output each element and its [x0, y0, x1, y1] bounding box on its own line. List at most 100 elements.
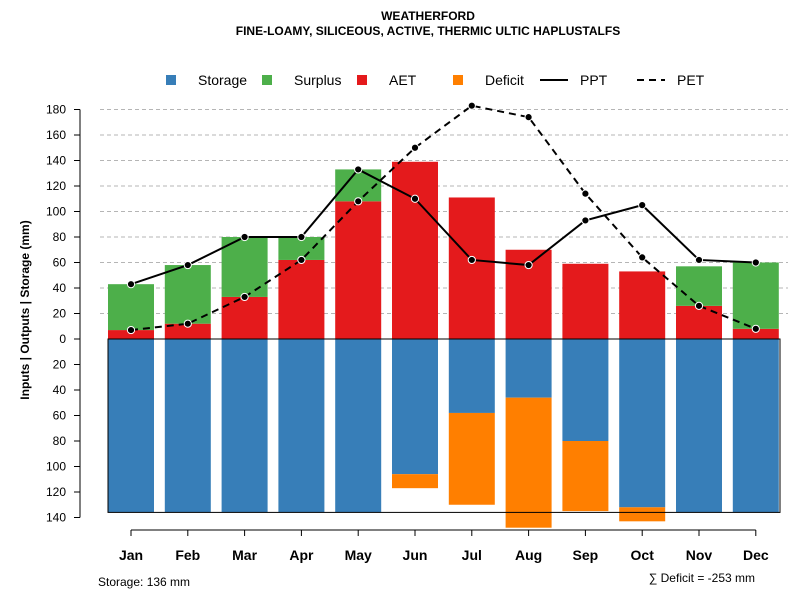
bars — [108, 161, 779, 528]
point-pet-jul — [467, 101, 476, 110]
bar-storage-jul — [448, 339, 495, 413]
y-tick-label: 100 — [46, 460, 66, 474]
point-ppt-jul — [467, 255, 476, 265]
bar-aet-jan — [108, 330, 154, 339]
deficit-note: ∑ Deficit = -253 mm — [649, 571, 755, 585]
bar-aet-mar — [221, 296, 268, 339]
bar-storage-dec — [732, 339, 779, 513]
x-tick-label-oct: Oct — [631, 547, 655, 563]
point-ppt-oct — [638, 201, 647, 210]
legend-swatch-surplus — [262, 75, 272, 85]
y-tick-label: 100 — [46, 205, 66, 219]
point-pet-apr — [297, 255, 306, 265]
point-pet-jun — [410, 143, 420, 152]
point-pet-feb — [183, 319, 192, 328]
chart-subtitle: FINE-LOAMY, SILICEOUS, ACTIVE, THERMIC U… — [236, 24, 620, 38]
point-ppt-nov — [694, 255, 704, 265]
x-tick-label-sep: Sep — [573, 547, 599, 563]
gridlines — [100, 109, 788, 314]
x-tick-label-apr: Apr — [289, 547, 314, 563]
point-ppt-sep — [581, 216, 590, 225]
y-tick-label: 20 — [53, 307, 67, 321]
point-ppt-mar — [240, 232, 249, 242]
point-pet-aug — [524, 113, 533, 122]
point-ppt-jun — [410, 194, 420, 203]
legend-label-aet: AET — [389, 72, 417, 88]
bar-aet-oct — [619, 271, 666, 339]
bar-deficit-oct — [619, 507, 666, 522]
bar-aet-jun — [392, 161, 438, 339]
legend-label-deficit: Deficit — [485, 72, 524, 88]
bar-surplus-feb — [164, 265, 211, 324]
bar-deficit-jun — [392, 474, 438, 489]
storage-note: Storage: 136 mm — [98, 575, 190, 589]
bar-storage-may — [335, 339, 382, 513]
y-tick-label: 120 — [46, 485, 66, 499]
x-tick-label-jan: Jan — [119, 547, 143, 563]
bar-storage-mar — [221, 339, 268, 513]
bar-aet-jul — [448, 197, 495, 339]
bar-deficit-aug — [505, 397, 552, 528]
x-tick-label-dec: Dec — [743, 547, 769, 563]
bar-storage-oct — [619, 339, 666, 508]
bar-surplus-may — [335, 169, 382, 202]
point-ppt-feb — [183, 260, 192, 270]
x-tick-label-jul: Jul — [462, 547, 482, 563]
point-pet-sep — [581, 189, 590, 198]
point-pet-jan — [126, 325, 136, 335]
y-tick-label: 40 — [53, 281, 67, 295]
lines — [126, 101, 760, 335]
point-ppt-aug — [524, 260, 533, 270]
y-tick-label: 140 — [46, 511, 66, 525]
y-tick-label: 80 — [53, 434, 67, 448]
y-tick-label: 0 — [59, 332, 66, 346]
bar-aet-nov — [676, 305, 722, 339]
bar-storage-aug — [505, 339, 552, 398]
y-tick-label: 40 — [53, 383, 67, 397]
legend-swatch-storage — [166, 75, 176, 85]
point-ppt-apr — [297, 232, 306, 242]
point-pet-mar — [240, 292, 249, 302]
x-axis: Jan Feb Mar Apr May Jun Jul Aug Sep Oct Nov Dec — [119, 529, 769, 563]
bar-storage-nov — [676, 339, 722, 513]
bar-aet-apr — [278, 259, 325, 339]
legend-label-surplus: Surplus — [294, 72, 341, 88]
bar-storage-sep — [562, 339, 609, 441]
bar-storage-feb — [164, 339, 211, 513]
bar-storage-jan — [108, 339, 154, 513]
y-tick-label: 120 — [46, 179, 66, 193]
x-tick-label-mar: Mar — [232, 547, 257, 563]
line-pet — [130, 104, 757, 332]
bar-surplus-apr — [278, 237, 325, 260]
bar-aet-sep — [562, 263, 609, 339]
line-ppt — [130, 168, 756, 286]
x-tick-label-may: May — [345, 547, 372, 563]
bar-aet-may — [335, 201, 382, 339]
y-axis: 180 160 140 120 100 80 60 40 20 0 20 40 60 80 100 120 14… — [46, 103, 81, 525]
bar-storage-jun — [392, 339, 438, 475]
legend-swatch-deficit — [453, 75, 463, 85]
legend-label-pet: PET — [677, 72, 705, 88]
point-pet-oct — [638, 253, 647, 262]
axes-frame — [107, 338, 781, 513]
bar-surplus-jan — [108, 284, 154, 331]
y-tick-label: 20 — [53, 358, 67, 372]
y-axis-label: Inputs | Outputs | Storage (mm) — [18, 220, 32, 399]
chart-title: WEATHERFORD — [381, 9, 475, 23]
bar-aet-dec — [732, 328, 779, 339]
x-tick-label-aug: Aug — [515, 547, 542, 563]
y-tick-label: 180 — [46, 103, 66, 117]
legend-label-ppt: PPT — [580, 72, 608, 88]
x-tick-label-jun: Jun — [403, 547, 428, 563]
x-tick-label-nov: Nov — [686, 547, 713, 563]
y-tick-label: 160 — [46, 128, 66, 142]
y-tick-label: 80 — [53, 230, 67, 244]
point-ppt-may — [354, 165, 363, 174]
point-pet-dec — [751, 324, 760, 333]
bar-deficit-jul — [448, 412, 495, 505]
bar-storage-apr — [278, 339, 325, 513]
point-ppt-jan — [126, 280, 136, 289]
y-tick-label: 60 — [53, 409, 67, 423]
legend: Storage Surplus AET Deficit PPT PET — [166, 72, 705, 88]
